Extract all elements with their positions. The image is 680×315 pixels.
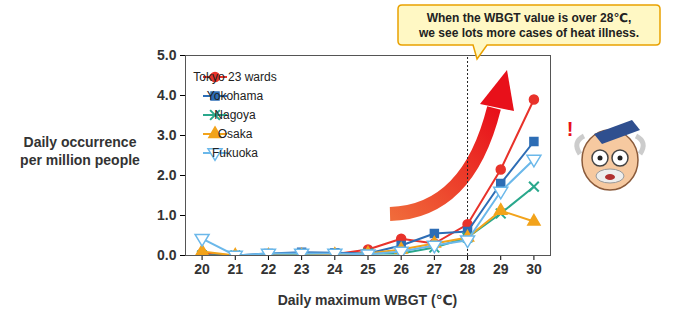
svg-text:25: 25 — [360, 261, 376, 277]
svg-text:22: 22 — [261, 261, 277, 277]
svg-text:20: 20 — [194, 261, 210, 277]
svg-text:23: 23 — [294, 261, 310, 277]
svg-text:4.0: 4.0 — [157, 87, 177, 103]
svg-text:26: 26 — [393, 261, 409, 277]
svg-text:27: 27 — [427, 261, 443, 277]
svg-text:29: 29 — [493, 261, 509, 277]
svg-text:30: 30 — [526, 261, 542, 277]
svg-text:28: 28 — [460, 261, 476, 277]
svg-text:24: 24 — [327, 261, 343, 277]
svg-text:Nagoya: Nagoya — [214, 108, 256, 122]
svg-text:Osaka: Osaka — [218, 127, 253, 141]
svg-text:Yokohama: Yokohama — [207, 89, 264, 103]
svg-text:1.0: 1.0 — [157, 207, 177, 223]
svg-text:Daily occurrenceper million pe: Daily occurrenceper million people — [20, 134, 140, 168]
svg-text:5.0: 5.0 — [157, 47, 177, 63]
svg-text:When the WBGT value is over 28: When the WBGT value is over 28℃,we see l… — [418, 11, 639, 40]
svg-text:0.0: 0.0 — [157, 247, 177, 263]
svg-text:3.0: 3.0 — [157, 127, 177, 143]
svg-text:!: ! — [567, 118, 574, 140]
svg-text:Daily maximum WBGT (℃): Daily maximum WBGT (℃) — [278, 292, 458, 308]
svg-text:Fukuoka: Fukuoka — [212, 146, 258, 160]
svg-text:2.0: 2.0 — [157, 167, 177, 183]
svg-text:21: 21 — [227, 261, 243, 277]
svg-text:Tokyo 23 wards: Tokyo 23 wards — [193, 70, 276, 84]
